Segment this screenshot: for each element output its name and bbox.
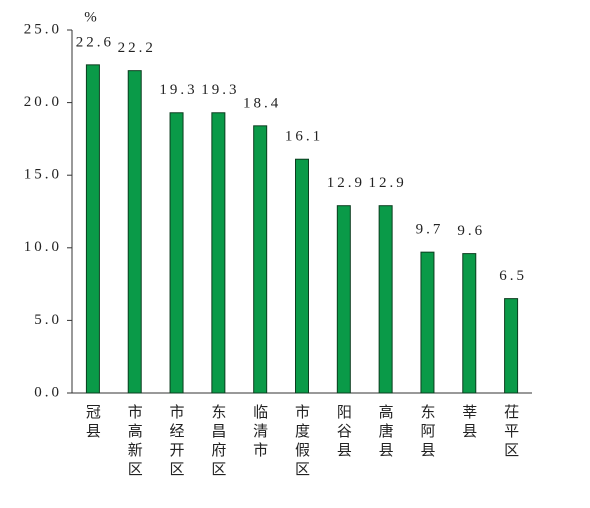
- value-label: 9.7: [416, 222, 444, 238]
- x-tick-label: 茌平区: [502, 404, 520, 461]
- x-tick-label: 冠县: [84, 404, 102, 442]
- value-label: 9.6: [457, 223, 485, 239]
- value-label: 19.3: [201, 82, 239, 98]
- y-tick-label: 10.0: [24, 239, 62, 255]
- value-label: 22.2: [118, 40, 156, 56]
- y-tick-label: 5.0: [34, 312, 62, 328]
- value-label: 12.9: [327, 175, 365, 191]
- bar: [127, 70, 142, 394]
- bar: [295, 158, 309, 394]
- y-tick-label: 25.0: [24, 21, 62, 37]
- x-tick-label: 高唐县: [377, 404, 395, 461]
- x-tick-label: 莘县: [460, 404, 478, 442]
- x-tick-label: 市度假区: [293, 404, 311, 480]
- value-label: 16.1: [285, 129, 323, 145]
- value-label: 6.5: [499, 268, 527, 284]
- x-tick-label: 临清市: [251, 404, 269, 461]
- bar: [336, 205, 351, 394]
- bar: [420, 251, 435, 394]
- unit-label: %: [84, 9, 100, 25]
- bar: [211, 112, 226, 394]
- value-label: 19.3: [159, 82, 197, 98]
- bar: [169, 112, 184, 394]
- bar: [378, 205, 393, 394]
- x-tick-label: 市经开区: [168, 404, 186, 480]
- y-tick-label: 0.0: [34, 384, 62, 400]
- x-tick-label: 东昌府区: [209, 404, 227, 480]
- bar: [504, 298, 519, 394]
- x-tick-label: 阳谷县: [335, 404, 353, 461]
- bar: [85, 64, 100, 394]
- y-tick-label: 20.0: [24, 94, 62, 110]
- x-tick-label: 东阿县: [418, 404, 436, 461]
- value-label: 22.6: [76, 34, 114, 50]
- bar: [253, 125, 268, 394]
- value-label: 18.4: [243, 95, 281, 111]
- value-label: 12.9: [369, 175, 407, 191]
- x-tick-label: 市高新区: [126, 404, 144, 480]
- y-tick-label: 15.0: [24, 167, 62, 183]
- bar: [462, 253, 477, 394]
